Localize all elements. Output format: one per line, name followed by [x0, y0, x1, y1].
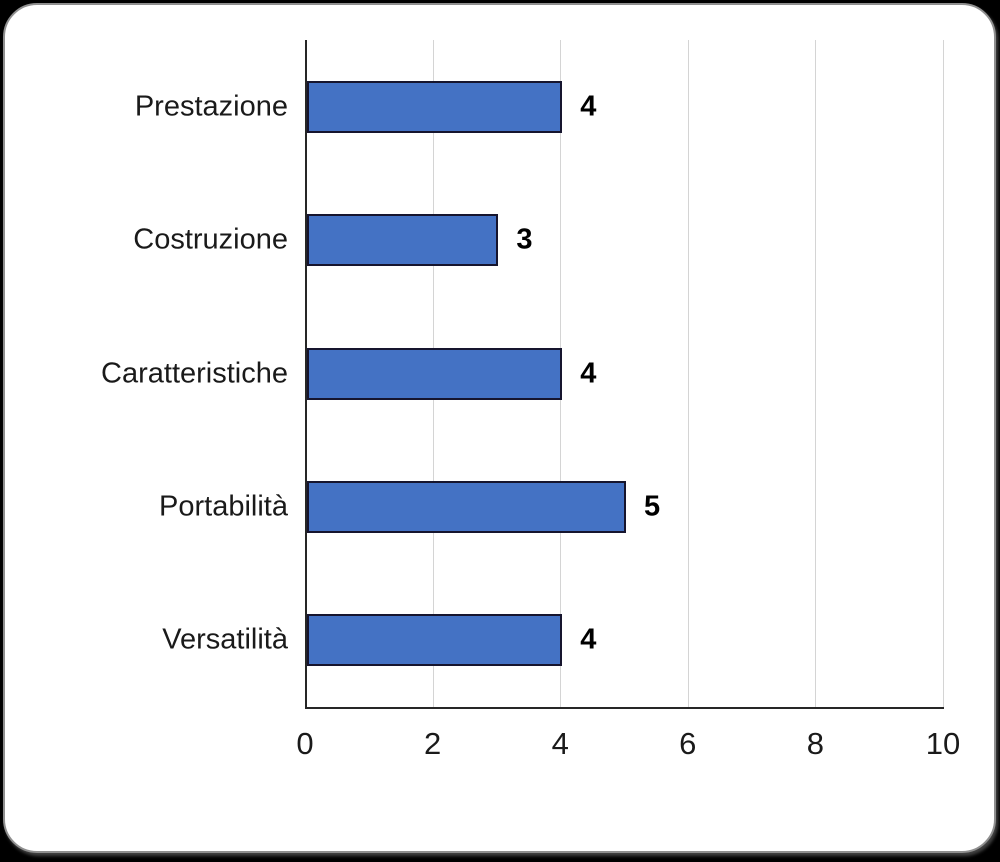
x-tick-label: 0 [296, 726, 314, 761]
gridline [687, 40, 689, 707]
bar [307, 347, 563, 400]
x-tick-label: 4 [551, 726, 569, 761]
y-axis-line [305, 40, 307, 707]
bar [307, 214, 499, 267]
category-label: Portabilità [159, 490, 288, 523]
bar [307, 614, 563, 667]
x-tick-label: 6 [679, 726, 697, 761]
data-label: 4 [580, 623, 597, 656]
bar [307, 480, 626, 533]
category-label: Caratteristiche [101, 357, 288, 389]
data-label: 5 [644, 490, 661, 523]
category-label: Costruzione [133, 223, 288, 256]
category-label: Versatilità [162, 623, 288, 656]
data-label: 3 [516, 223, 533, 256]
bar [307, 80, 563, 133]
data-label: 4 [580, 357, 597, 389]
chart-card [3, 3, 996, 853]
x-tick-label: 10 [925, 726, 961, 761]
data-label: 4 [580, 90, 597, 123]
x-axis-line [305, 707, 944, 709]
gridline [815, 40, 817, 707]
x-tick-label: 2 [423, 726, 442, 761]
category-label: Prestazione [134, 90, 288, 123]
gridline [943, 40, 944, 707]
x-tick-label: 8 [806, 726, 825, 761]
